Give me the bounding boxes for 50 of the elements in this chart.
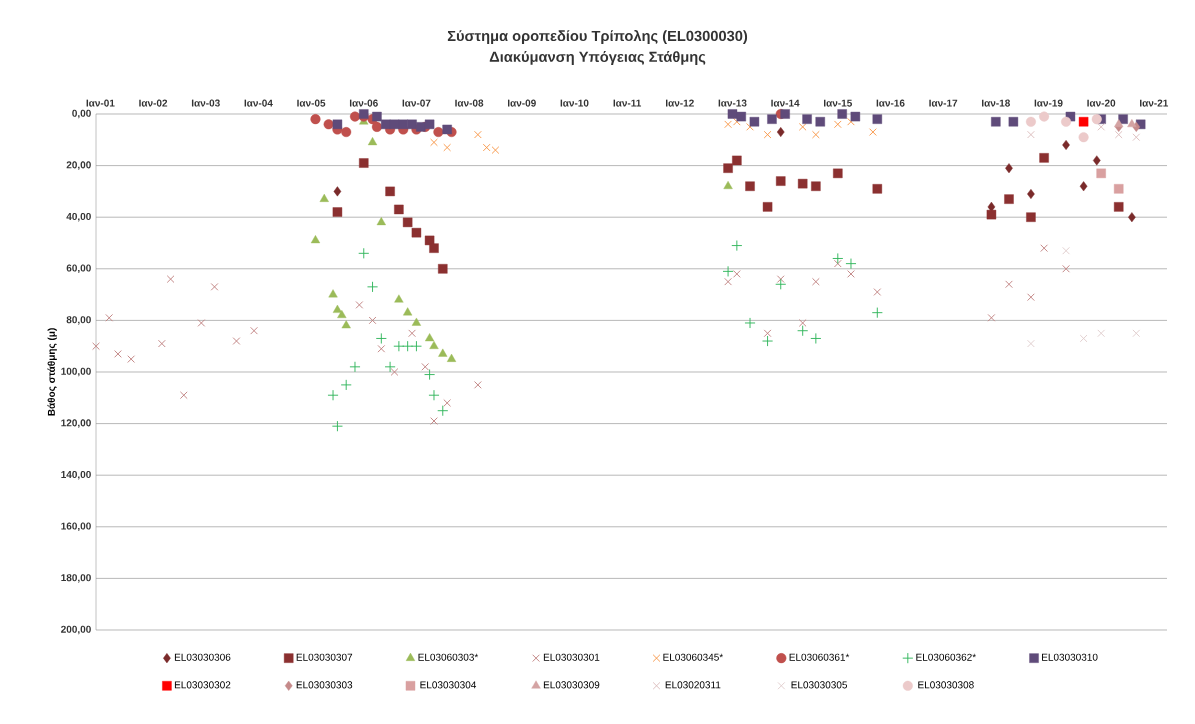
legend-label: EL03060362* <box>916 653 976 661</box>
y-tick-label: 60,00 <box>66 264 91 274</box>
chart-subtitle: Διακύμανση Υπόγειας Στάθμης <box>489 51 706 65</box>
x-tick-label: Ιαν-04 <box>244 99 273 107</box>
x-tick-label: Ιαν-06 <box>349 99 378 107</box>
y-tick-label: 0,00 <box>72 109 91 119</box>
legend-label: EL03030302 <box>174 681 231 689</box>
x-tick-label: Ιαν-12 <box>665 99 694 107</box>
x-tick-label: Ιαν-15 <box>824 99 852 107</box>
legend-label: EL03030305 <box>791 681 848 689</box>
x-tick-label: Ιαν-13 <box>718 99 747 107</box>
x-tick-label: Ιαν-21 <box>1140 99 1169 107</box>
x-tick-label: Ιαν-05 <box>297 99 326 107</box>
y-tick-label: 180,00 <box>61 574 91 583</box>
x-tick-label: Ιαν-03 <box>191 99 220 107</box>
x-tick-label: Ιαν-20 <box>1087 99 1116 107</box>
legend-label: EL03030308 <box>918 681 974 689</box>
x-tick-label: Ιαν-16 <box>876 99 905 107</box>
legend-label: EL03030307 <box>296 653 353 661</box>
x-tick-label: Ιαν-17 <box>929 99 958 107</box>
x-tick-label: Ιαν-18 <box>982 99 1010 107</box>
y-tick-label: 80,00 <box>66 316 91 325</box>
x-tick-label: Ιαν-07 <box>402 99 431 107</box>
x-tick-label: Ιαν-19 <box>1034 99 1063 107</box>
legend-label: EL03060303* <box>418 653 479 661</box>
y-tick-label: 20,00 <box>66 161 91 170</box>
y-tick-label: 120,00 <box>61 419 91 428</box>
legend-label: EL03030301 <box>543 653 600 661</box>
x-tick-label: Ιαν-09 <box>507 99 536 107</box>
legend-label: EL03030309 <box>543 681 600 689</box>
legend-label: EL03030303 <box>296 681 353 689</box>
legend-label: EL03030306 <box>174 653 231 661</box>
legend-label: EL03030310 <box>1042 653 1098 661</box>
legend-label: EL03030304 <box>420 681 477 689</box>
x-tick-label: Ιαν-01 <box>86 99 115 107</box>
legend-label: EL03060345* <box>663 653 724 661</box>
y-tick-label: 200,00 <box>61 625 91 635</box>
x-tick-label: Ιαν-10 <box>560 99 589 107</box>
legend-label: EL03020311 <box>665 681 721 689</box>
x-tick-label: Ιαν-02 <box>139 99 168 107</box>
chart-title: Σύστημα οροπεδίου Τρίπολης (EL0300030) <box>447 29 748 44</box>
y-axis-title: Βάθος στάθμης (μ) <box>47 328 57 416</box>
y-tick-label: 160,00 <box>61 522 91 532</box>
y-tick-label: 100,00 <box>61 367 91 377</box>
x-tick-label: Ιαν-11 <box>613 99 642 107</box>
legend-label: EL03060361* <box>789 653 850 661</box>
x-tick-label: Ιαν-08 <box>455 99 484 107</box>
y-tick-label: 140,00 <box>61 470 91 480</box>
y-tick-label: 40,00 <box>66 212 91 222</box>
x-tick-label: Ιαν-14 <box>771 99 800 107</box>
